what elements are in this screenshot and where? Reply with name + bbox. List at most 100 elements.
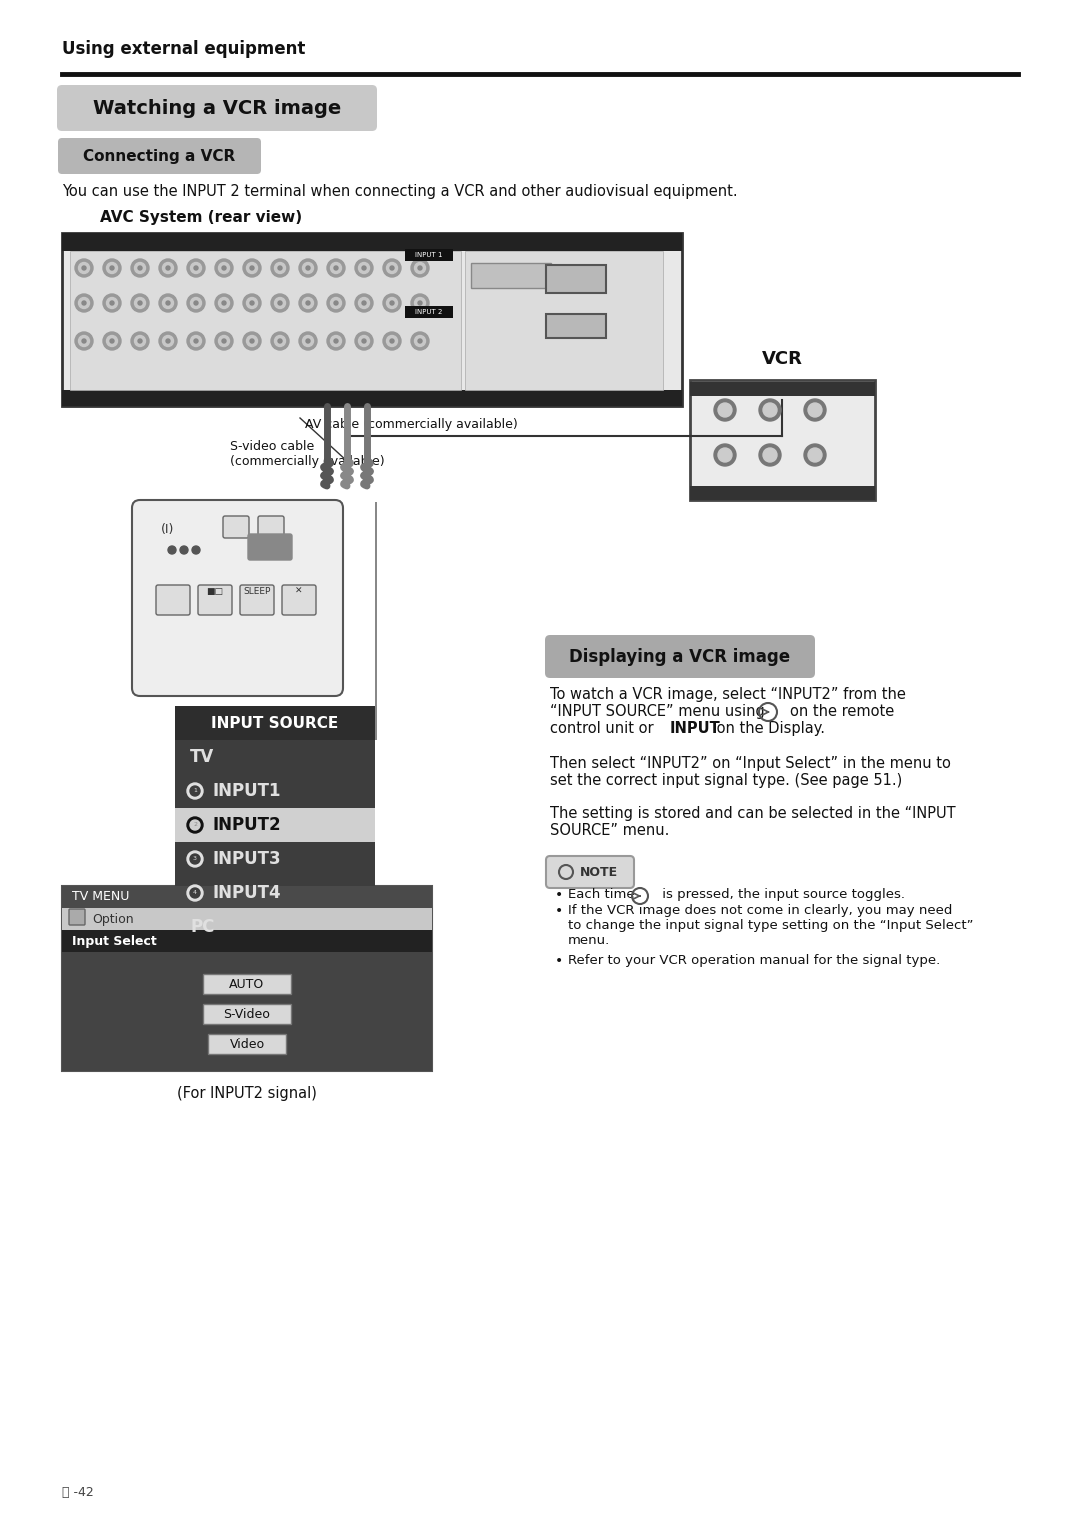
Text: INPUT 2: INPUT 2 [415,309,443,315]
Circle shape [79,263,90,274]
Text: Each time: Each time [568,888,639,902]
Circle shape [75,332,93,350]
Circle shape [387,263,397,274]
Circle shape [387,336,397,347]
Circle shape [246,263,257,274]
Circle shape [762,448,777,461]
Circle shape [302,336,313,347]
Circle shape [190,263,202,274]
Circle shape [162,336,174,347]
Circle shape [166,339,170,342]
Bar [175,842,375,876]
Circle shape [243,260,261,277]
FancyBboxPatch shape [58,138,261,174]
Text: TV MENU: TV MENU [72,891,130,903]
Text: INPUT 1: INPUT 1 [415,252,443,258]
Bar [62,232,681,251]
Text: 2: 2 [193,822,197,828]
Circle shape [330,298,341,309]
Text: on the remote: on the remote [789,704,894,720]
Bar [690,382,875,396]
Circle shape [180,545,188,555]
Bar [62,952,432,1071]
Text: Watching a VCR image: Watching a VCR image [93,98,341,118]
Circle shape [334,301,338,306]
Circle shape [327,293,345,312]
Text: 3: 3 [193,857,197,862]
Circle shape [159,332,177,350]
Circle shape [194,301,198,306]
Text: The setting is stored and can be selected in the “INPUT: The setting is stored and can be selecte… [550,805,956,821]
Circle shape [131,260,149,277]
Circle shape [334,339,338,342]
Circle shape [215,332,233,350]
FancyBboxPatch shape [198,585,232,614]
Text: (For INPUT2 signal): (For INPUT2 signal) [177,1086,316,1102]
Text: INPUT: INPUT [670,721,720,736]
Bar [465,251,663,390]
Text: Displaying a VCR image: Displaying a VCR image [569,648,791,666]
Text: control unit or: control unit or [550,721,658,736]
Circle shape [103,260,121,277]
Circle shape [243,332,261,350]
Circle shape [714,445,735,466]
Circle shape [808,403,822,417]
Circle shape [718,403,732,417]
Bar [545,264,606,293]
Text: Then select “INPUT2” on “Input Select” in the menu to: Then select “INPUT2” on “Input Select” i… [550,756,950,772]
Bar [175,911,375,944]
FancyBboxPatch shape [132,500,343,695]
Text: INPUT1: INPUT1 [213,782,282,801]
Bar [62,886,432,908]
Bar [375,503,377,740]
Text: INPUT2: INPUT2 [213,816,282,834]
Text: INPUT SOURCE: INPUT SOURCE [212,715,339,730]
Circle shape [222,301,226,306]
Circle shape [107,298,118,309]
Circle shape [390,266,394,270]
Circle shape [271,332,289,350]
Circle shape [759,445,781,466]
Circle shape [278,339,282,342]
Circle shape [222,266,226,270]
Circle shape [804,399,826,422]
Circle shape [187,293,205,312]
Text: •: • [555,905,564,918]
Bar [545,313,606,338]
Text: If the VCR image does not come in clearly, you may need
to change the input sign: If the VCR image does not come in clearl… [568,905,973,947]
Circle shape [718,448,732,461]
Text: Connecting a VCR: Connecting a VCR [83,148,235,163]
Circle shape [306,339,310,342]
Circle shape [355,293,373,312]
Circle shape [79,298,90,309]
Circle shape [222,339,226,342]
Text: ✕: ✕ [295,587,302,596]
Circle shape [271,293,289,312]
Circle shape [355,260,373,277]
Bar [175,740,375,775]
Circle shape [110,339,114,342]
Circle shape [131,332,149,350]
Circle shape [278,301,282,306]
Text: 4: 4 [193,891,197,895]
Bar [62,886,432,1071]
Circle shape [759,399,781,422]
Circle shape [75,293,93,312]
Bar [690,486,875,500]
Circle shape [218,298,229,309]
Circle shape [135,298,146,309]
Circle shape [190,298,202,309]
Circle shape [362,339,366,342]
Circle shape [187,885,203,902]
Circle shape [415,263,426,274]
Bar [203,1004,291,1024]
Text: INPUT3: INPUT3 [213,850,282,868]
Circle shape [138,266,141,270]
Circle shape [162,298,174,309]
FancyBboxPatch shape [156,585,190,614]
Circle shape [418,266,422,270]
Circle shape [359,336,369,347]
Bar [62,931,432,952]
Bar [62,908,432,931]
Circle shape [166,266,170,270]
